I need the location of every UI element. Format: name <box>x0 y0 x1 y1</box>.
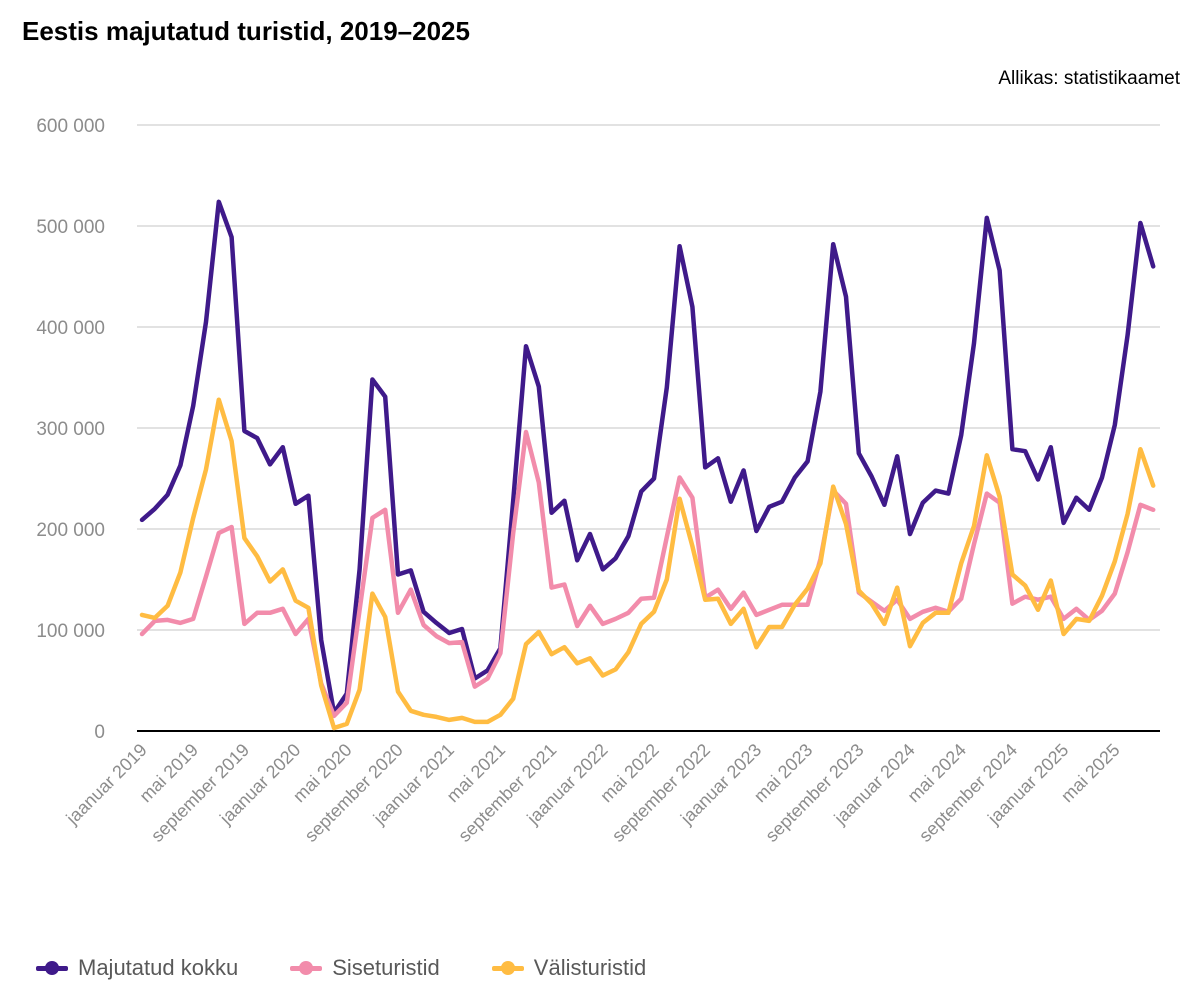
y-tick-label: 100 000 <box>36 621 105 642</box>
gridlines <box>137 124 1160 631</box>
y-tick-label: 300 000 <box>36 419 105 440</box>
legend-swatch-icon <box>491 961 524 975</box>
series-lines <box>139 199 1156 731</box>
series-line-siseturistid[interactable] <box>139 429 1156 719</box>
series-line-majutatud-kokku[interactable] <box>139 199 1156 716</box>
y-tick-label: 500 000 <box>36 217 105 238</box>
series-line-valisturistid[interactable] <box>139 397 1156 731</box>
legend-label: Välisturistid <box>533 955 647 980</box>
line-chart: 0 100 000 200 000 300 000 400 000 500 000 600 … <box>36 116 1160 846</box>
x-tick-label: jaanuar 2019 <box>62 740 151 829</box>
chart-title: Eestis majutatud turistid, 2019–2025 <box>22 16 470 46</box>
legend: Majutatud kokku Siseturistid Välisturist… <box>36 955 646 981</box>
y-tick-label: 400 000 <box>36 318 105 339</box>
y-tick-label: 600 000 <box>36 116 105 137</box>
legend-label: Siseturistid <box>332 955 440 980</box>
legend-item-valisturistid[interactable]: Välisturistid <box>491 955 647 981</box>
legend-item-siseturistid[interactable]: Siseturistid <box>290 955 440 981</box>
legend-swatch-icon <box>290 961 323 975</box>
source-note: Allikas: statistikaamet <box>998 68 1180 89</box>
legend-swatch-icon <box>36 961 68 975</box>
legend-item-majutatud-kokku[interactable]: Majutatud kokku <box>36 955 238 981</box>
legend-label: Majutatud kokku <box>78 955 239 980</box>
y-axis: 0 100 000 200 000 300 000 400 000 500 000 600 … <box>36 116 105 743</box>
y-tick-label: 200 000 <box>36 520 105 541</box>
y-tick-label: 0 <box>94 722 105 743</box>
